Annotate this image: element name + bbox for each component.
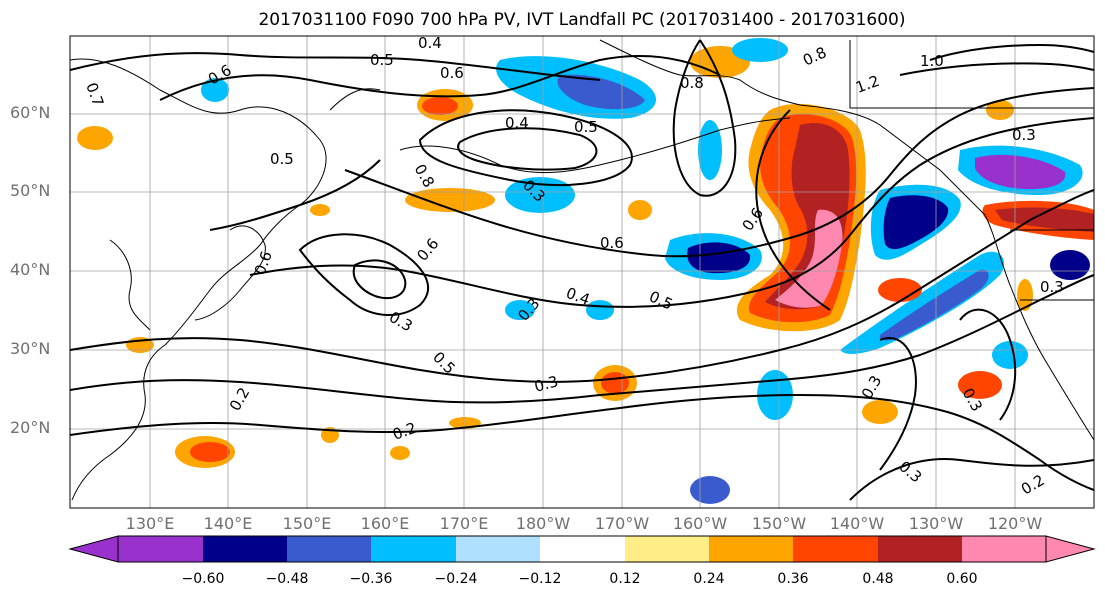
contour-label: 0.6 [600, 234, 624, 252]
contour-label: 0.3 [1040, 278, 1064, 296]
contour-label: 0.4 [505, 114, 529, 132]
colorbar-tick-label: −0.36 [349, 571, 393, 587]
colorbar-tick-label: 0.36 [777, 571, 809, 587]
colorbar-tick-label: 0.48 [862, 571, 894, 587]
contour-label: 0.5 [370, 51, 394, 69]
lon-label-150e: 150°E [282, 514, 332, 533]
colorbar-tick-label: −0.24 [434, 571, 478, 587]
lon-label-170w: 170°W [594, 514, 650, 533]
map-title: 2017031100 F090 700 hPa PV, IVT Landfall… [258, 10, 906, 30]
coastlines [70, 39, 1094, 501]
contour-label: 0.3 [532, 372, 560, 396]
shaded-anomaly-layer [77, 38, 1094, 504]
colorbar-tick-label: 0.60 [946, 571, 978, 587]
lon-label-170e: 170°E [439, 514, 489, 533]
colorbar-tick-label: −0.60 [181, 571, 225, 587]
lat-label-30n: 30°N [10, 339, 51, 358]
lat-label-50n: 50°N [10, 181, 51, 200]
lon-label-180w: 180°W [515, 514, 571, 533]
lon-label-130w: 130°W [908, 514, 964, 533]
contour-label: 1.0 [920, 52, 944, 70]
lon-label-120w: 120°W [987, 514, 1043, 533]
contour-label: 0.6 [440, 64, 464, 82]
colorbar-tick-label: 0.12 [609, 571, 641, 587]
contour-label: 0.3 [1012, 126, 1036, 144]
colorbar-tick-label: −0.12 [518, 571, 562, 587]
colorbar-tick-label: −0.48 [265, 571, 309, 587]
map-frame [69, 35, 1095, 509]
lat-label-20n: 20°N [10, 418, 51, 437]
lat-label-40n: 40°N [10, 260, 51, 279]
lon-label-130e: 130°E [125, 514, 175, 533]
colorbar-tick-label: 0.24 [693, 571, 725, 587]
contour-lines [70, 39, 1094, 501]
lon-label-140w: 140°W [829, 514, 885, 533]
lon-label-150w: 150°W [751, 514, 807, 533]
lat-label-60n: 60°N [10, 103, 51, 122]
contour-label: 0.8 [680, 74, 704, 92]
lon-label-160e: 160°E [360, 514, 410, 533]
lon-label-140e: 140°E [203, 514, 253, 533]
contour-label: 0.5 [574, 118, 598, 136]
lon-label-160w: 160°W [672, 514, 728, 533]
contour-label: 0.5 [270, 150, 294, 168]
contour-label: 0.4 [418, 34, 442, 52]
